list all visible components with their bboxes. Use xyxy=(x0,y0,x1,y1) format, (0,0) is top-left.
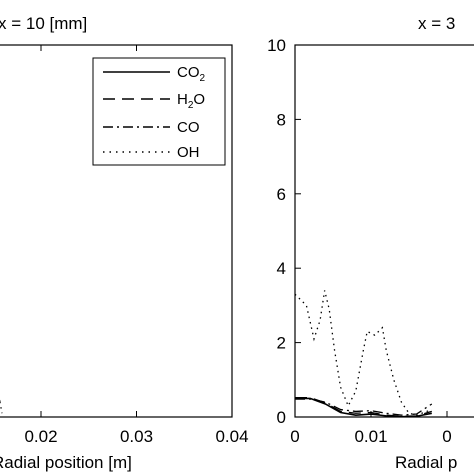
legend-label-co: CO xyxy=(177,119,200,136)
left-x-ticks: 0.02 0.03 0.04 xyxy=(24,45,249,446)
right-y-tick-label: 6 xyxy=(277,185,286,204)
right-x-tick-label: 0 xyxy=(442,427,451,446)
left-panel: x = 10 [mm] 0.02 0.03 0.04 Radial position… xyxy=(0,14,249,472)
legend: CO2 H2O CO OH xyxy=(92,57,226,166)
legend-label-co2: CO2 xyxy=(177,64,206,84)
right-y-tick-label: 0 xyxy=(277,408,286,427)
right-panel-title: x = 3 xyxy=(418,14,455,33)
right-y-tick-label: 2 xyxy=(277,334,286,353)
legend-label-oh: OH xyxy=(177,144,200,161)
right-panel: x = 3 0 2 4 6 8 10 0 0.01 0 Radial p xyxy=(267,14,474,472)
legend-box xyxy=(92,57,226,166)
left-x-tick-label: 0.02 xyxy=(24,427,57,446)
left-plot-frame xyxy=(0,44,233,418)
right-x-tick-label: 0.01 xyxy=(354,427,387,446)
right-x-axis-label: Radial p xyxy=(395,453,457,472)
left-x-tick-label: 0.03 xyxy=(120,427,153,446)
right-series-layer xyxy=(294,290,433,418)
right-x-tick-label: 0 xyxy=(290,427,299,446)
right-y-tick-label: 4 xyxy=(277,259,286,278)
legend-label-h2o: H2O xyxy=(177,91,205,111)
right-axis-ticks: 0 2 4 6 8 10 0 0.01 0 xyxy=(267,36,452,446)
left-x-tick-label: 0.04 xyxy=(215,427,248,446)
left-series-layer xyxy=(0,399,3,414)
left-series-oh-line xyxy=(0,399,3,414)
left-x-axis-label: Radial position [m] xyxy=(0,453,132,472)
right-y-tick-label: 10 xyxy=(267,36,286,55)
left-panel-title: x = 10 [mm] xyxy=(0,14,87,33)
right-series-oh-line xyxy=(294,290,433,416)
right-y-tick-label: 8 xyxy=(277,110,286,129)
right-series-co-line xyxy=(295,398,433,416)
right-plot-frame xyxy=(294,44,474,418)
